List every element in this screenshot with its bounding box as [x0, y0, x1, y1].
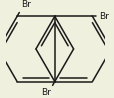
Text: Br: Br: [98, 12, 108, 21]
Text: Br: Br: [21, 0, 31, 9]
Text: Br: Br: [41, 88, 50, 98]
